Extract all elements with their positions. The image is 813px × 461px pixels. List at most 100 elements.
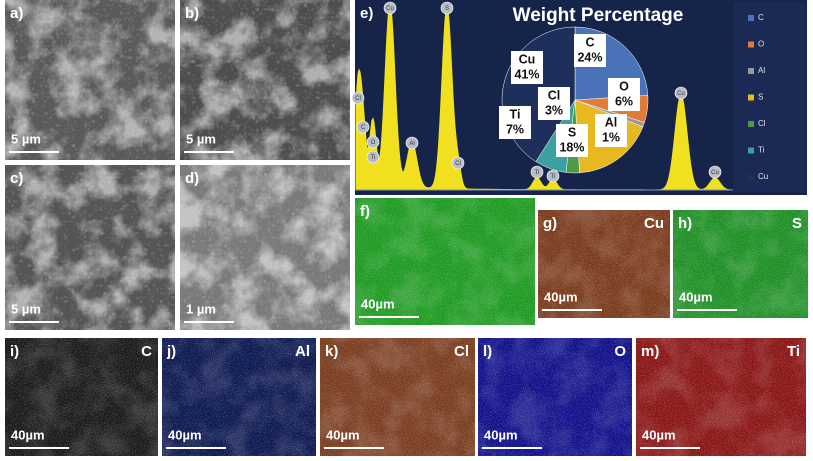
pie-category: Al: [605, 115, 618, 129]
panel-label: d): [185, 170, 199, 187]
peak-label: Ti: [371, 155, 376, 161]
legend-box: [733, 2, 805, 192]
peak-label: Cl: [355, 96, 361, 102]
pie-value-label: 41%: [514, 67, 539, 81]
peak-marker: [351, 91, 365, 105]
peak-marker: [405, 136, 419, 150]
pie-label-box: [538, 87, 570, 120]
panel-label: e): [360, 5, 373, 22]
panel-label: h): [678, 215, 692, 232]
peak-marker: [674, 86, 688, 100]
legend-swatch: [748, 121, 754, 127]
element-label: Ti: [787, 343, 800, 360]
pie-value-label: 3%: [545, 103, 563, 117]
scale-label: 5 µm: [11, 131, 41, 146]
scale-label: 40µm: [326, 427, 360, 442]
pie-category: Cu: [519, 52, 536, 66]
texture: [5, 338, 158, 456]
peak-marker: [530, 165, 544, 179]
panel-label: k): [325, 343, 338, 360]
panel-label: c): [10, 170, 23, 187]
pie-value-label: 24%: [577, 50, 602, 64]
texture: [5, 165, 175, 330]
pie-category: Ti: [510, 107, 521, 121]
panel-label: g): [543, 215, 557, 232]
peak-marker: [546, 169, 560, 183]
scale-label: 5 µm: [11, 301, 41, 316]
texture: [538, 210, 670, 318]
element-label: Cu: [644, 215, 664, 232]
pie-value-label: 7%: [506, 122, 524, 136]
legend-label: S: [758, 93, 763, 102]
element-label: O: [614, 343, 626, 360]
texture: [5, 0, 175, 160]
chart-title: Weight Percentage: [513, 5, 684, 26]
panel-label: j): [166, 343, 176, 360]
element-label: Al: [295, 343, 310, 360]
peak-marker: [366, 135, 380, 149]
peak-marker: [356, 120, 370, 134]
texture: [320, 338, 475, 456]
peak-marker: [451, 156, 465, 170]
texture: [636, 338, 806, 456]
pie-value-label: 1%: [602, 130, 620, 144]
pie-label-box: [574, 34, 606, 67]
scale-label: 40µm: [484, 427, 518, 442]
panel-label: m): [641, 343, 659, 360]
element-label: Cl: [454, 343, 469, 360]
texture: [355, 198, 535, 325]
legend-label: Cu: [758, 172, 768, 181]
spectrum: [355, 3, 735, 191]
pie-label-box: [595, 114, 627, 147]
texture: [673, 210, 808, 318]
peak-label: O: [371, 140, 376, 146]
legend-label: Ti: [758, 146, 765, 155]
pie-category: C: [585, 35, 594, 49]
legend-swatch: [748, 94, 754, 101]
legend-label: C: [758, 13, 764, 22]
element-label: S: [792, 215, 802, 232]
peak-marker: [383, 1, 397, 15]
legend-swatch: [748, 41, 754, 48]
scale-label: 40µm: [168, 427, 202, 442]
peak-marker: [440, 1, 454, 15]
scale-label: 40µm: [679, 289, 713, 304]
panel-label: f): [360, 203, 370, 220]
peak-label: Ti: [551, 174, 556, 180]
pie-category: Cl: [548, 88, 561, 102]
peak-label: Cu: [386, 6, 394, 12]
pie-category: O: [619, 79, 629, 93]
panel-label: i): [10, 343, 19, 360]
legend-label: Cl: [758, 119, 766, 128]
legend-swatch: [748, 68, 754, 74]
legend-label: O: [758, 40, 764, 49]
peak-label: C: [361, 125, 366, 131]
pie-label-box: [511, 51, 543, 84]
peak-label: Al: [409, 141, 414, 147]
element-label: C: [141, 343, 152, 360]
legend-swatch: [748, 15, 754, 21]
panel-label: l): [483, 343, 492, 360]
pie-label-box: [556, 124, 588, 157]
panel-label: a): [10, 5, 23, 22]
legend-swatch: [748, 174, 754, 180]
peak-marker: [708, 165, 722, 179]
texture: [162, 338, 316, 456]
pie-category: S: [568, 125, 576, 139]
texture: [180, 165, 350, 330]
scale-label: 1 µm: [186, 301, 216, 316]
scale-label: 40µm: [361, 296, 395, 311]
pie-label-box: [608, 78, 640, 111]
pie-value-label: 18%: [559, 140, 584, 154]
peak-label: S: [445, 6, 449, 12]
scale-label: 5 µm: [186, 131, 216, 146]
peak-label: Cl: [455, 161, 461, 167]
texture: [180, 0, 350, 160]
legend-swatch: [748, 147, 754, 154]
panel-label: b): [185, 5, 199, 22]
peak-marker: [366, 150, 380, 164]
scale-label: 40µm: [642, 427, 676, 442]
pie-label-box: [499, 106, 531, 139]
